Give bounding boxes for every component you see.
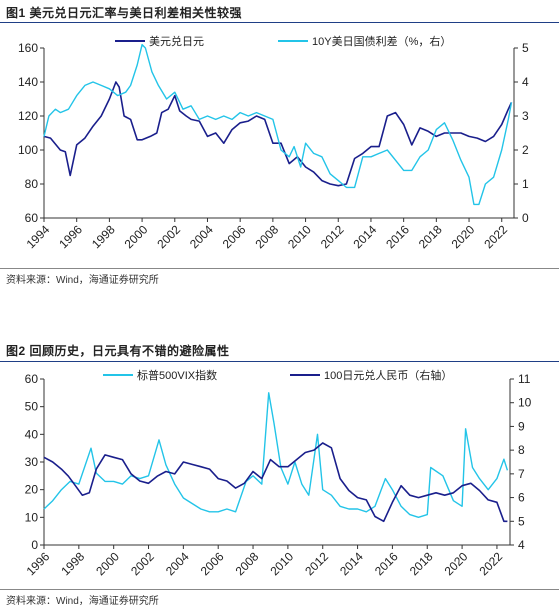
legend-label-1: 标普500VIX指数 [137,368,217,382]
left-tick-label: 60 [25,211,39,225]
right-tick-label: 5 [518,514,525,528]
legend-label-1: 美元兑日元 [149,34,204,48]
right-tick-label: 4 [518,538,525,552]
x-tick-label: 2016 [372,549,401,578]
left-tick-label: 80 [25,177,39,191]
x-tick-label: 2012 [318,222,347,251]
right-tick-label: 4 [522,75,529,89]
series-line-1 [43,81,513,187]
right-tick-label: 8 [518,443,525,457]
right-tick-label: 1 [522,177,529,191]
x-tick-label: 2010 [285,222,314,251]
x-tick-label: 2000 [93,549,122,578]
x-tick-label: 2022 [476,549,505,578]
left-tick-label: 50 [25,400,39,414]
legend-label-2: 100日元兑人民币（右轴） [324,368,452,382]
x-tick-label: 2008 [233,549,262,578]
x-tick-label: 2012 [302,549,331,578]
left-tick-label: 60 [25,372,39,386]
left-tick-label: 140 [18,75,38,89]
x-tick-label: 2014 [337,549,366,578]
x-tick-label: 2008 [252,222,281,251]
x-tick-label: 2018 [416,222,445,251]
figure2-source: 资料来源：Wind，海通证券研究所 [6,596,159,607]
right-tick-label: 2 [522,143,529,157]
figure2-bottom-rule [0,589,559,590]
figure2-top-rule [0,361,559,362]
x-tick-label: 2020 [449,222,478,251]
x-tick-label: 2014 [351,222,380,251]
left-tick-label: 0 [31,538,38,552]
figure1-source: 资料来源：Wind，海通证券研究所 [6,275,159,286]
x-tick-label: 1994 [24,222,53,251]
right-tick-label: 7 [518,467,525,481]
right-tick-label: 9 [518,419,525,433]
legend-label-2: 10Y美日国债利差（%，右） [312,34,451,48]
x-tick-label: 2004 [187,222,216,251]
right-tick-label: 6 [518,491,525,505]
x-tick-label: 2006 [198,549,227,578]
series-line-1 [43,392,509,519]
x-tick-label: 1998 [58,549,87,578]
left-tick-label: 160 [18,41,38,55]
right-tick-label: 5 [522,41,529,55]
series-line-2 [43,43,513,206]
series-line-2 [43,442,508,523]
x-tick-label: 2002 [154,222,183,251]
left-tick-label: 40 [25,427,39,441]
figure2-title: 图2 回顾历史，日元具有不错的避险属性 [6,344,230,358]
x-tick-label: 2004 [163,549,192,578]
right-tick-label: 10 [518,396,532,410]
x-tick-label: 2002 [128,549,157,578]
right-tick-label: 11 [518,372,531,386]
x-tick-label: 2020 [442,549,471,578]
right-tick-label: 3 [522,109,529,123]
left-tick-label: 10 [25,510,39,524]
x-tick-label: 2018 [407,549,436,578]
left-tick-label: 20 [25,483,39,497]
x-tick-label: 1996 [24,549,53,578]
x-tick-label: 2010 [267,549,296,578]
left-tick-label: 30 [25,455,39,469]
figure1-title: 图1 美元兑日元汇率与美日利差相关性较强 [6,6,243,20]
right-tick-label: 0 [522,211,529,225]
figure1-top-rule [0,22,559,23]
x-tick-label: 2022 [481,222,510,251]
x-tick-label: 2016 [383,222,412,251]
x-tick-label: 2006 [220,222,249,251]
x-tick-label: 1998 [89,222,118,251]
x-tick-label: 2000 [122,222,151,251]
left-tick-label: 100 [18,143,38,157]
x-tick-label: 1996 [56,222,85,251]
left-tick-label: 120 [18,109,38,123]
figure1-bottom-rule [0,268,559,269]
